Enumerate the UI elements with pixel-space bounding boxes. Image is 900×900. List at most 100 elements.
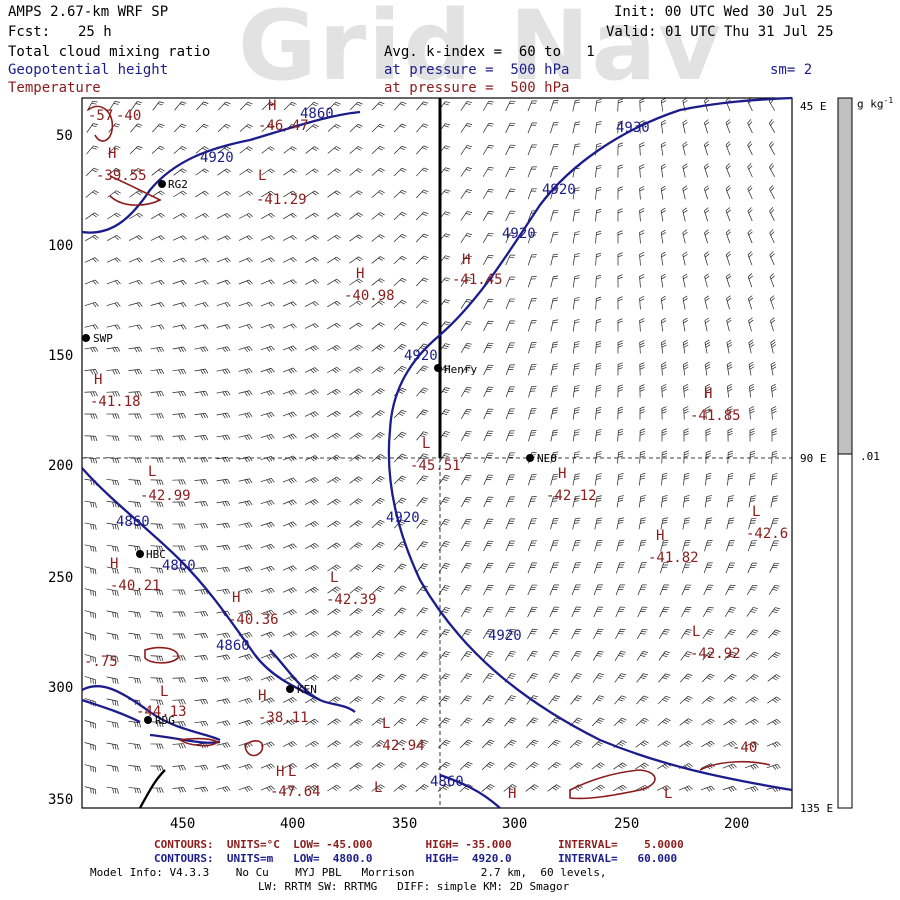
- wind-barb-feather: [115, 145, 121, 149]
- wind-barb-shaft: [260, 477, 272, 483]
- height-label: 4930: [616, 120, 650, 136]
- wind-barb-feather: [379, 519, 385, 523]
- wind-barb-feather: [617, 296, 623, 299]
- fcst-label: Fcst:: [8, 24, 51, 40]
- wind-barb-feather: [552, 476, 558, 478]
- wind-barb-shaft: [726, 320, 730, 332]
- wind-barb-feather: [288, 457, 293, 462]
- wind-barb-shaft: [194, 786, 206, 790]
- wind-barb-feather: [268, 192, 273, 196]
- wind-barb-feather: [266, 611, 271, 616]
- wind-barb-feather: [90, 413, 93, 419]
- wind-barb-feather: [376, 567, 382, 570]
- wind-barb-shaft: [84, 435, 96, 437]
- wind-barb-feather: [466, 606, 472, 609]
- wind-barb-feather: [224, 655, 229, 660]
- wind-barb-feather: [336, 410, 341, 415]
- wind-barb-feather: [270, 279, 275, 284]
- wind-barb-feather: [227, 346, 231, 351]
- wind-barb-feather: [399, 455, 405, 459]
- wind-barb-feather: [618, 453, 624, 456]
- wind-barb-feather: [442, 721, 448, 724]
- wind-barb-feather: [708, 606, 714, 609]
- wind-barb-feather: [378, 169, 383, 173]
- wind-barb-shaft: [106, 786, 118, 790]
- wind-barb-shaft: [239, 168, 249, 176]
- wind-barb-feather: [574, 677, 580, 679]
- wind-barb-feather: [421, 191, 427, 194]
- wind-barb-shaft: [393, 365, 403, 375]
- wind-barb-shaft: [152, 123, 160, 133]
- wind-barb-feather: [683, 408, 689, 412]
- low-marker: L: [382, 716, 391, 732]
- wind-barb-feather: [268, 676, 273, 681]
- wind-barb-shaft: [460, 409, 468, 419]
- wind-barb-feather: [356, 345, 361, 350]
- wind-barb-feather: [420, 699, 426, 702]
- wind-barb-shaft: [305, 696, 315, 704]
- wind-barb-feather: [248, 213, 253, 217]
- wind-barb-feather: [465, 235, 471, 237]
- wind-barb-feather: [771, 428, 777, 431]
- wind-barb-feather: [161, 369, 165, 374]
- wind-barb-shaft: [769, 298, 775, 310]
- wind-barb-feather: [748, 209, 753, 214]
- wind-barb-shaft: [595, 188, 597, 200]
- wind-barb-feather: [686, 786, 691, 791]
- wind-barb-feather: [706, 495, 712, 497]
- wind-barb-shaft: [460, 277, 468, 287]
- wind-barb-shaft: [682, 342, 686, 354]
- wind-barb-feather: [643, 717, 649, 721]
- wind-barb-feather: [554, 650, 560, 653]
- wind-barb-feather: [334, 147, 339, 151]
- wind-barb-feather: [290, 324, 295, 329]
- wind-barb-feather: [227, 588, 231, 594]
- wind-barb-feather: [683, 410, 689, 414]
- wind-barb-feather: [750, 475, 756, 478]
- wind-barb-feather: [444, 453, 450, 455]
- wind-barb-feather: [750, 450, 756, 453]
- wind-barb-feather: [292, 190, 297, 195]
- wind-barb-shaft: [305, 652, 315, 660]
- wind-barb-shaft: [461, 431, 467, 441]
- wind-barb-feather: [421, 521, 427, 524]
- wind-barb-feather: [443, 587, 449, 589]
- wind-barb-feather: [225, 101, 231, 105]
- wind-barb-shaft: [216, 257, 228, 263]
- wind-barb-feather: [531, 719, 537, 722]
- wind-barb-feather: [641, 697, 647, 700]
- wind-barb-feather: [205, 324, 209, 329]
- wind-barb-feather: [640, 677, 646, 680]
- wind-barb-shaft: [150, 523, 162, 525]
- wind-barb-shaft: [150, 257, 162, 263]
- wind-barb-feather: [336, 630, 341, 634]
- wind-barb-feather: [266, 765, 271, 770]
- wind-barb-feather: [378, 565, 383, 569]
- wind-barb-shaft: [282, 609, 294, 615]
- wind-barb-feather: [378, 389, 383, 393]
- wind-barb-shaft: [173, 123, 183, 133]
- wind-barb-feather: [531, 653, 537, 655]
- wind-barb-shaft: [349, 300, 359, 308]
- wind-barb-feather: [752, 584, 758, 587]
- wind-barb-feather: [398, 677, 404, 680]
- wind-barb-feather: [314, 718, 319, 723]
- wind-barb-shaft: [482, 211, 490, 221]
- colorbar-tick: .01: [860, 450, 880, 463]
- wind-barb-feather: [443, 191, 449, 194]
- wind-barb-feather: [246, 324, 251, 330]
- wind-barb-feather: [399, 499, 405, 502]
- wind-barb-feather: [618, 384, 623, 387]
- wind-barb-shaft: [700, 763, 712, 769]
- wind-barb-feather: [246, 786, 251, 792]
- wind-barb-shaft: [238, 588, 250, 592]
- wind-barb-feather: [445, 695, 451, 698]
- wind-barb-feather: [640, 542, 646, 544]
- wind-barb-shaft: [216, 522, 228, 526]
- wind-barb-feather: [336, 718, 341, 722]
- wind-barb-feather: [290, 544, 295, 549]
- wind-barb-feather: [310, 677, 315, 681]
- wind-barb-feather: [444, 541, 450, 543]
- wind-barb-shaft: [282, 323, 294, 329]
- wind-barb-feather: [423, 101, 429, 104]
